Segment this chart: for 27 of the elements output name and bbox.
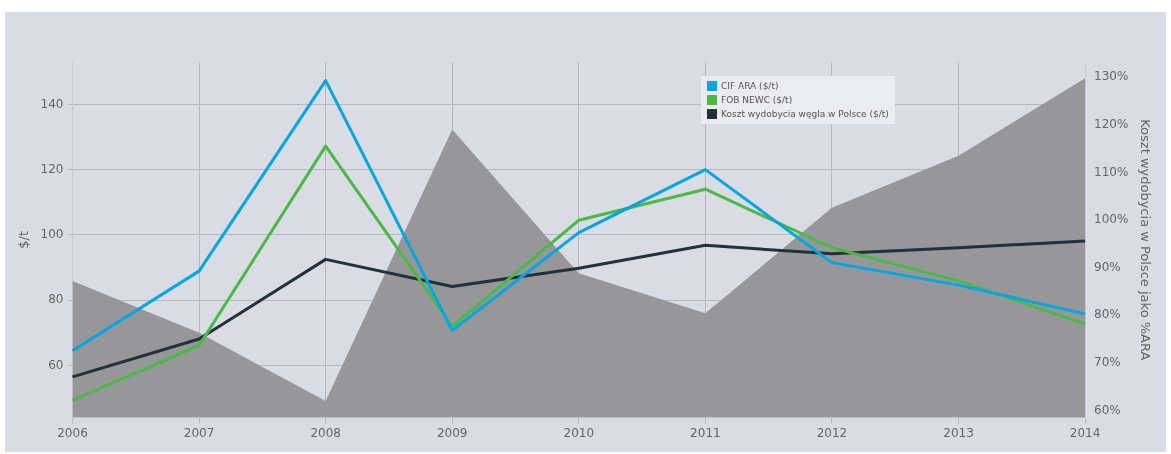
y-tick-label: 120 <box>40 161 64 176</box>
y2-axis-title: Koszt wydobycia w Polsce jako %ARA <box>1137 119 1153 361</box>
x-tick-label: 2014 <box>1069 425 1101 440</box>
x-tick-label: 2006 <box>57 425 88 440</box>
y-tick-label: 100 <box>40 227 64 242</box>
x-tick-label: 2009 <box>436 425 468 440</box>
x-tick-label: 2011 <box>690 425 721 440</box>
x-tick-label: 2007 <box>183 425 215 440</box>
y2-tick-label: 90% <box>1094 259 1121 274</box>
y2-tick-label: 100% <box>1094 212 1129 227</box>
y-tick-label: 80 <box>48 292 64 307</box>
y2-tick-label: 60% <box>1094 402 1121 417</box>
y-tick-label: 60 <box>48 357 64 372</box>
x-tick-label: 2012 <box>816 425 848 440</box>
x-tick-label: 2013 <box>943 425 974 440</box>
y2-tick-label: 120% <box>1094 116 1129 131</box>
y-tick-label: 140 <box>40 96 64 111</box>
x-tick-label: 2010 <box>563 425 595 440</box>
y2-tick-label: 70% <box>1094 354 1121 369</box>
legend-label: Koszt wydobycia węgla w Polsce ($/t) <box>721 108 889 121</box>
legend-label: CIF ARA ($/t) <box>721 80 779 93</box>
y2-tick-label: 80% <box>1094 307 1121 322</box>
x-tick-label: 2008 <box>310 425 341 440</box>
y2-tick-label: 130% <box>1094 69 1129 84</box>
legend-label: FOB NEWC ($/t) <box>721 94 793 107</box>
y-axis-title: $/t <box>16 230 32 249</box>
y2-tick-label: 110% <box>1094 164 1129 179</box>
